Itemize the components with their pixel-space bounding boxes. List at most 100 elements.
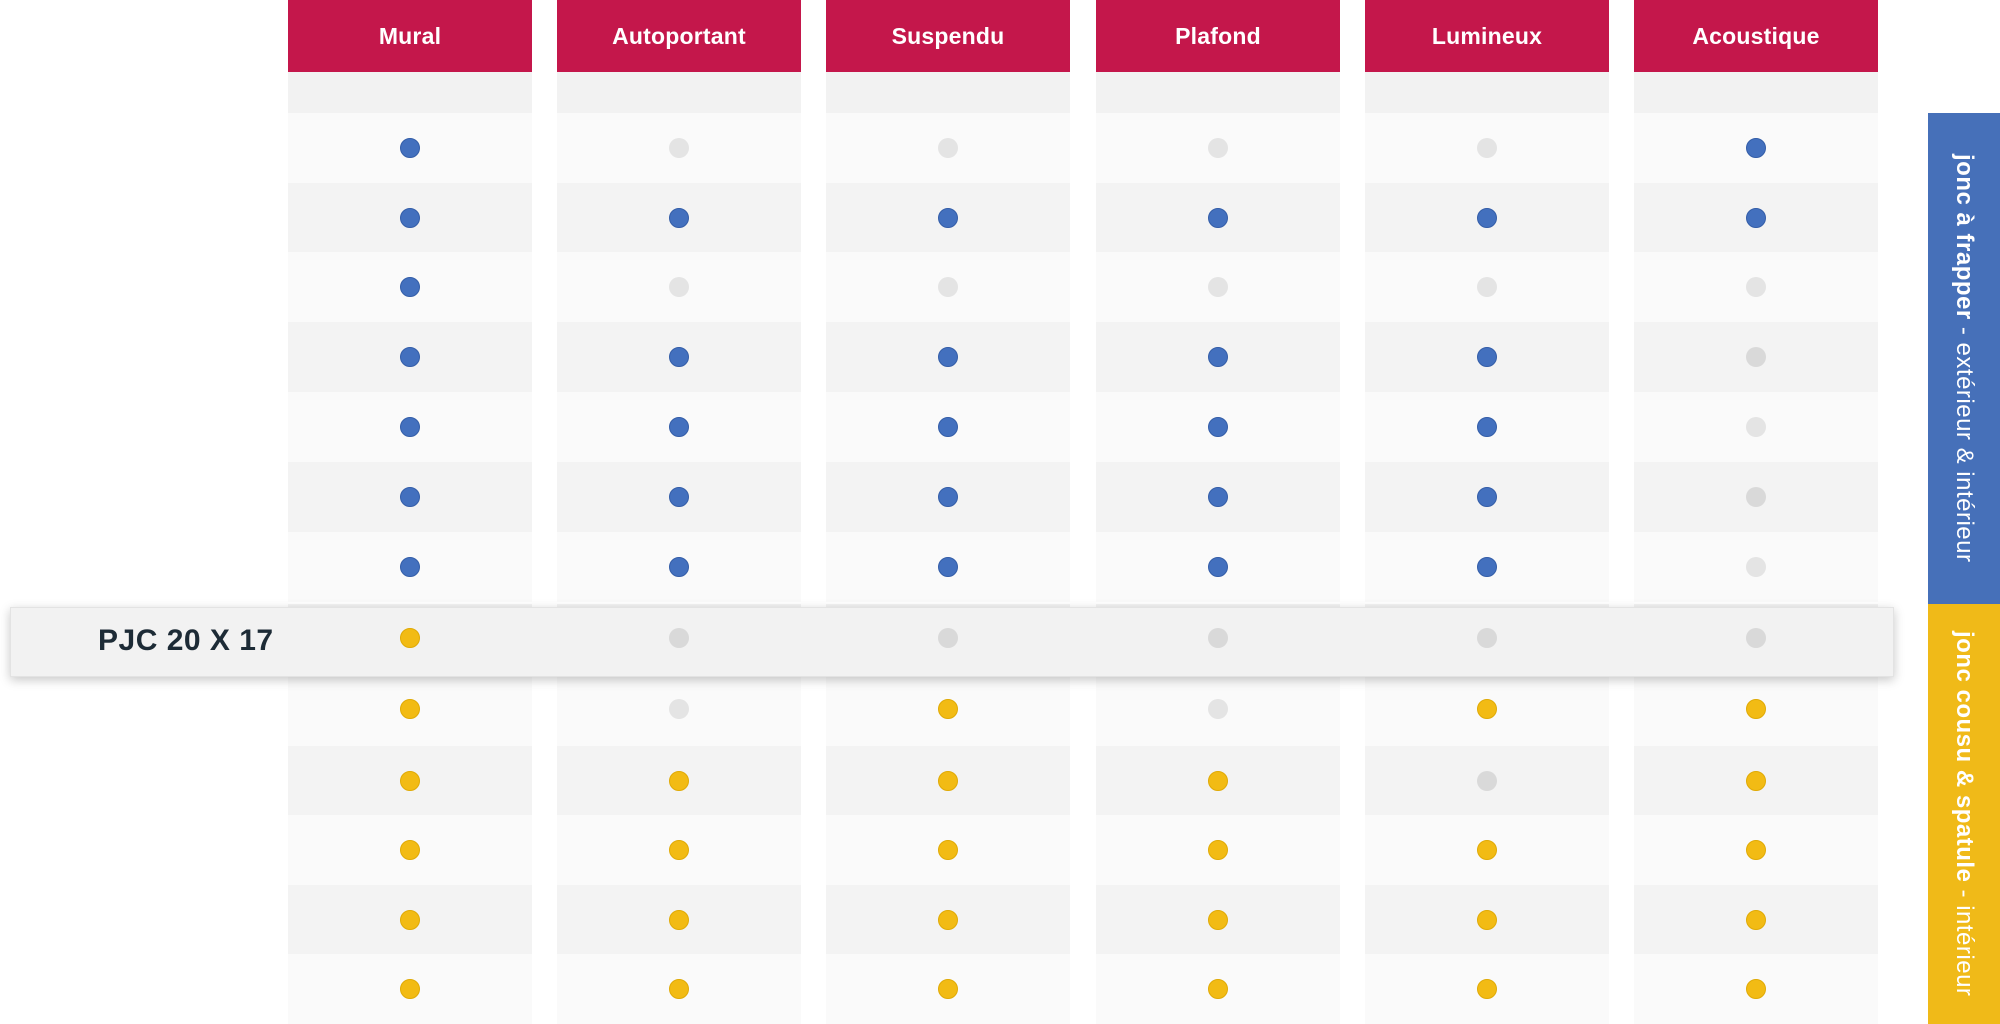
table-cell	[1096, 252, 1340, 322]
table-cell	[1365, 885, 1609, 955]
table-cell	[1365, 392, 1609, 462]
table-cell	[557, 885, 801, 955]
unavailable-dot	[669, 277, 689, 297]
table-cell	[826, 672, 1070, 746]
column-header-autoportant: Autoportant	[557, 0, 801, 72]
unavailable-dot	[1208, 699, 1228, 719]
group-label-yellow: jonc cousu & spatule - intérieur	[1950, 631, 1978, 996]
table-cell	[557, 252, 801, 322]
table-cell	[1365, 954, 1609, 1024]
table-cell	[288, 183, 532, 253]
column-header-lumineux: Lumineux	[1365, 0, 1609, 72]
available-dot	[938, 771, 958, 791]
table-cell	[1365, 672, 1609, 746]
available-dot	[400, 910, 420, 930]
table-cell	[1096, 113, 1340, 183]
table-cell	[288, 815, 532, 885]
highlighted-unavailable-dot	[938, 628, 958, 648]
table-cell	[1634, 672, 1878, 746]
table-cell	[1096, 885, 1340, 955]
group-label-yellow-sep: -	[1951, 882, 1978, 906]
unavailable-dot	[1208, 138, 1228, 158]
available-dot	[1208, 840, 1228, 860]
highlighted-unavailable-dot	[1477, 628, 1497, 648]
table-cell	[1096, 532, 1340, 602]
available-dot	[1208, 771, 1228, 791]
available-dot	[1746, 138, 1766, 158]
available-dot	[400, 699, 420, 719]
available-dot	[1746, 910, 1766, 930]
available-dot	[1746, 979, 1766, 999]
available-dot	[1208, 347, 1228, 367]
table-cell	[1634, 746, 1878, 816]
header-spacer	[826, 72, 1070, 113]
table-cell	[826, 746, 1070, 816]
available-dot	[669, 208, 689, 228]
column-header-suspendu: Suspendu	[826, 0, 1070, 72]
table-cell	[288, 252, 532, 322]
table-cell	[288, 532, 532, 602]
table-cell	[826, 815, 1070, 885]
available-dot	[1208, 910, 1228, 930]
column-header-mural: Mural	[288, 0, 532, 72]
table-cell	[1365, 183, 1609, 253]
table-cell	[1096, 462, 1340, 532]
available-dot	[669, 487, 689, 507]
table-cell	[557, 462, 801, 532]
table-cell	[557, 672, 801, 746]
available-dot	[669, 347, 689, 367]
table-cell	[288, 322, 532, 392]
available-dot	[400, 979, 420, 999]
group-label-blue-rest: extérieur & intérieur	[1951, 342, 1978, 563]
header-spacer	[1096, 72, 1340, 113]
available-dot	[1208, 979, 1228, 999]
unavailable-dot	[1477, 771, 1497, 791]
available-dot	[1477, 699, 1497, 719]
highlighted-available-dot	[400, 628, 420, 648]
table-cell	[1634, 252, 1878, 322]
available-dot	[1746, 208, 1766, 228]
table-cell	[1365, 462, 1609, 532]
highlighted-unavailable-dot	[669, 628, 689, 648]
table-cell	[557, 183, 801, 253]
available-dot	[1208, 487, 1228, 507]
group-band-blue: jonc à frapper - extérieur & intérieur	[1928, 113, 2000, 604]
available-dot	[400, 771, 420, 791]
table-cell	[826, 113, 1070, 183]
group-label-yellow-rest: intérieur	[1951, 905, 1978, 997]
table-cell	[557, 113, 801, 183]
available-dot	[1477, 347, 1497, 367]
table-cell	[1365, 252, 1609, 322]
table-cell	[1096, 392, 1340, 462]
table-cell	[288, 672, 532, 746]
column-header-plafond: Plafond	[1096, 0, 1340, 72]
available-dot	[1477, 840, 1497, 860]
table-cell	[826, 532, 1070, 602]
available-dot	[400, 557, 420, 577]
available-dot	[400, 487, 420, 507]
unavailable-dot	[1746, 487, 1766, 507]
group-label-blue: jonc à frapper - extérieur & intérieur	[1950, 154, 1978, 562]
unavailable-dot	[1477, 277, 1497, 297]
group-label-yellow-bold: jonc cousu & spatule	[1951, 631, 1978, 883]
table-cell	[1634, 462, 1878, 532]
unavailable-dot	[669, 699, 689, 719]
header-spacer	[1365, 72, 1609, 113]
available-dot	[1746, 699, 1766, 719]
table-cell	[557, 392, 801, 462]
available-dot	[400, 277, 420, 297]
highlighted-unavailable-dot	[1208, 628, 1228, 648]
header-spacer	[557, 72, 801, 113]
table-cell	[1634, 954, 1878, 1024]
table-cell	[1365, 532, 1609, 602]
table-cell	[1634, 815, 1878, 885]
table-cell	[1096, 322, 1340, 392]
available-dot	[669, 840, 689, 860]
group-label-blue-bold: jonc à frapper	[1951, 154, 1978, 320]
unavailable-dot	[1746, 417, 1766, 437]
header-spacer	[288, 72, 532, 113]
available-dot	[938, 979, 958, 999]
table-cell	[826, 252, 1070, 322]
unavailable-dot	[669, 138, 689, 158]
available-dot	[1746, 840, 1766, 860]
